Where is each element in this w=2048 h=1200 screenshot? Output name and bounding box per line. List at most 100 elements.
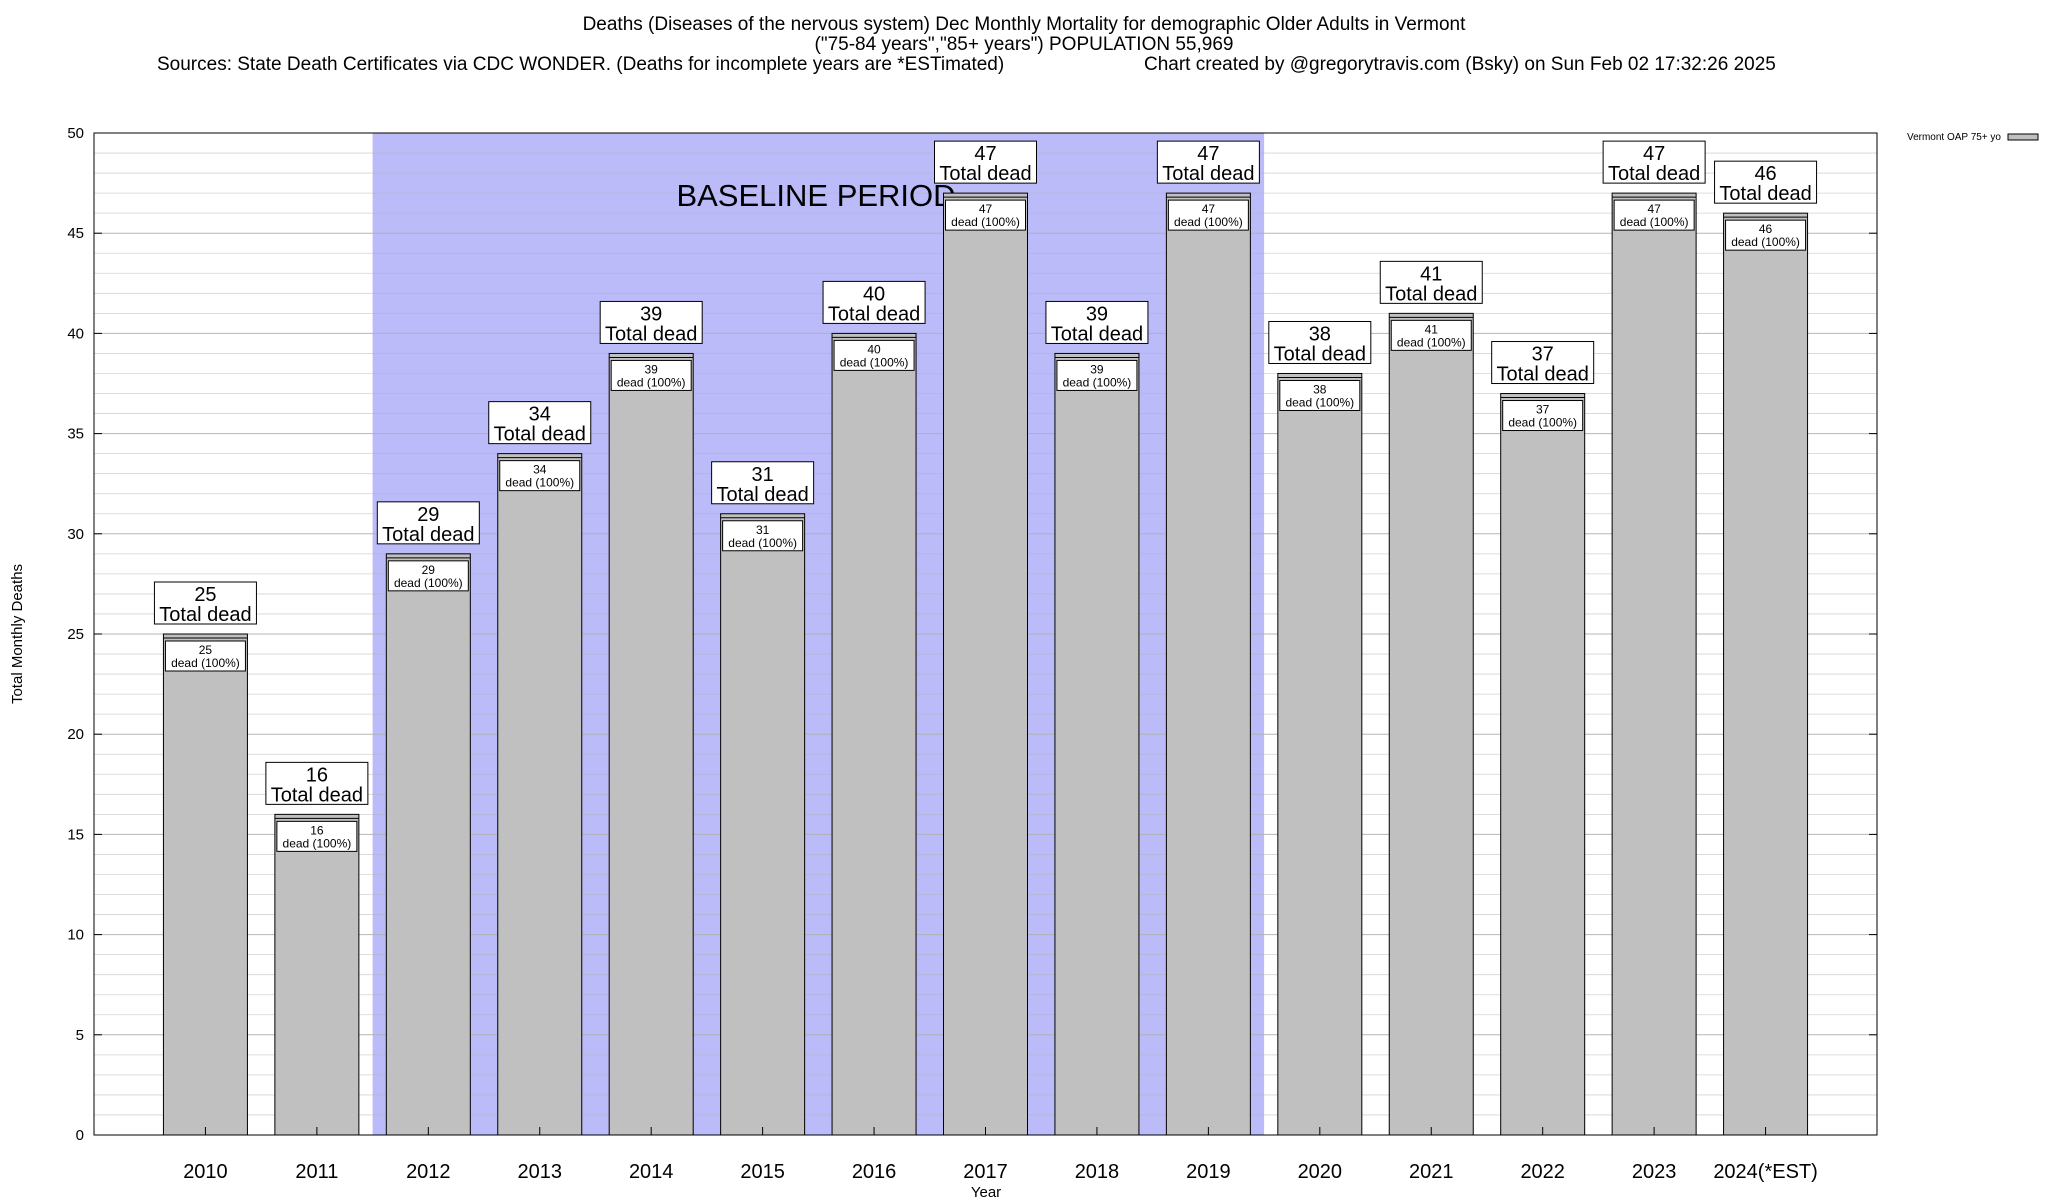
bar-total-value: 40 (863, 283, 885, 305)
y-tick-label: 40 (67, 325, 84, 342)
x-tick-label: 2013 (518, 1161, 563, 1183)
bar-inner-value: 40 (867, 342, 881, 356)
y-tick-label: 45 (67, 225, 84, 242)
bar-inner-label-box (276, 820, 358, 852)
bar-total-value: 16 (306, 764, 328, 786)
bar-total-label-box (153, 581, 257, 625)
bar (1054, 352, 1140, 1136)
bar-total-value: 29 (417, 504, 439, 526)
bar-inner-value: 16 (310, 823, 324, 837)
y-tick-label: 30 (67, 526, 84, 543)
bar-inner-value: 39 (1090, 362, 1104, 376)
x-axis-label: Year (971, 1184, 1001, 1200)
y-tick-label: 10 (67, 927, 84, 944)
bar-total-label: Total dead (939, 163, 1031, 185)
bar-inner-label: dead (100%) (1397, 335, 1466, 349)
bar-inner-label-box (164, 640, 246, 672)
bar-total-label-box (711, 461, 815, 505)
x-tick-label: 2010 (183, 1161, 228, 1183)
bar-total-label: Total dead (605, 323, 697, 345)
bar-inner-label-box (1167, 199, 1249, 231)
legend-swatch (2007, 133, 2039, 141)
bar-inner-label-box (945, 199, 1026, 231)
x-tick-label: 2015 (740, 1161, 785, 1183)
bar (1165, 192, 1251, 1136)
x-tick-label: 2020 (1298, 1161, 1343, 1183)
bar-inner-label-box (1279, 379, 1361, 411)
bar-inner-value: 41 (1425, 322, 1439, 336)
bar-inner-label-box (1390, 319, 1472, 351)
bar-total-label-box (1491, 341, 1595, 385)
bar-inner-label: dead (100%) (617, 375, 686, 389)
bar-inner-value: 46 (1759, 222, 1773, 236)
bar-total-label-box (488, 401, 592, 445)
bar-inner-label: dead (100%) (394, 576, 463, 590)
bar-total-label-box (1156, 140, 1260, 184)
bar-total-label: Total dead (1274, 343, 1366, 365)
chart-sources: Sources: State Death Certificates via CD… (157, 54, 1005, 75)
bar (385, 553, 471, 1136)
bar-inner-label-box (722, 520, 804, 552)
x-tick-label: 2018 (1075, 1161, 1120, 1183)
bar-inner-label: dead (100%) (1285, 395, 1354, 409)
bar-total-value: 47 (974, 143, 996, 165)
bar-total-value: 47 (1197, 143, 1219, 165)
bar-inner-label: dead (100%) (1620, 215, 1689, 229)
bar (1277, 372, 1363, 1136)
bar-inner-label: dead (100%) (283, 836, 352, 850)
x-tick-label: 2022 (1520, 1161, 1565, 1183)
x-tick-label: 2014 (629, 1161, 674, 1183)
y-tick-label: 50 (67, 125, 84, 142)
bar-inner-value: 47 (1202, 202, 1216, 216)
bar-total-label-box (1379, 260, 1483, 304)
bar-total-label: Total dead (271, 784, 363, 806)
bar-inner-label-box (1613, 199, 1695, 231)
bar-total-value: 25 (194, 584, 216, 606)
y-tick-label: 25 (67, 626, 84, 643)
bar-total-label: Total dead (1051, 323, 1143, 345)
x-tick-label: 2021 (1409, 1161, 1454, 1183)
chart-subtitle: ("75-84 years","85+ years") POPULATION 5… (814, 34, 1234, 55)
bar (831, 332, 917, 1136)
bar-inner-value: 34 (533, 463, 547, 477)
x-tick-label: 2016 (852, 1161, 897, 1183)
bar-inner-label: dead (100%) (951, 215, 1020, 229)
bar (1611, 192, 1697, 1136)
bar-total-label: Total dead (1385, 283, 1477, 305)
bar-total-label-box (265, 761, 369, 805)
bar-total-label-box (376, 501, 480, 545)
bar (1388, 312, 1474, 1136)
bar-total-label: Total dead (494, 424, 586, 446)
bar-total-value: 46 (1754, 163, 1776, 185)
bar-total-label: Total dead (716, 484, 808, 506)
bar-total-label: Total dead (1162, 163, 1254, 185)
bar-inner-label-box (833, 339, 915, 371)
x-tick-label: 2012 (406, 1161, 451, 1183)
bar-inner-label-box (610, 359, 692, 391)
baseline-period-label: BASELINE PERIOD (676, 178, 955, 213)
bar (497, 453, 583, 1136)
y-tick-label: 5 (76, 1027, 84, 1044)
bar-inner-label: dead (100%) (728, 536, 797, 550)
y-axis-label: Total Monthly Deaths (9, 564, 26, 704)
bar-inner-label-box (387, 560, 469, 592)
bar-total-label: Total dead (382, 524, 474, 546)
x-tick-label: 2011 (295, 1161, 338, 1183)
bar-total-value: 39 (1086, 303, 1108, 325)
bar-inner-label: dead (100%) (840, 355, 909, 369)
bar-total-value: 41 (1420, 263, 1442, 285)
bar-total-value: 47 (1643, 143, 1665, 165)
x-tick-label: 2017 (963, 1161, 1008, 1183)
y-tick-label: 35 (67, 426, 84, 443)
bar-total-label-box (934, 140, 1037, 184)
bar-total-value: 34 (529, 404, 551, 426)
y-tick-label: 15 (67, 826, 84, 843)
x-tick-label: 2019 (1186, 1161, 1231, 1183)
bar (274, 813, 360, 1136)
bar (720, 513, 806, 1136)
bar-inner-value: 39 (645, 362, 659, 376)
bar-total-label: Total dead (828, 303, 920, 325)
bar-inner-value: 37 (1536, 403, 1550, 417)
bar-inner-value: 47 (979, 202, 993, 216)
